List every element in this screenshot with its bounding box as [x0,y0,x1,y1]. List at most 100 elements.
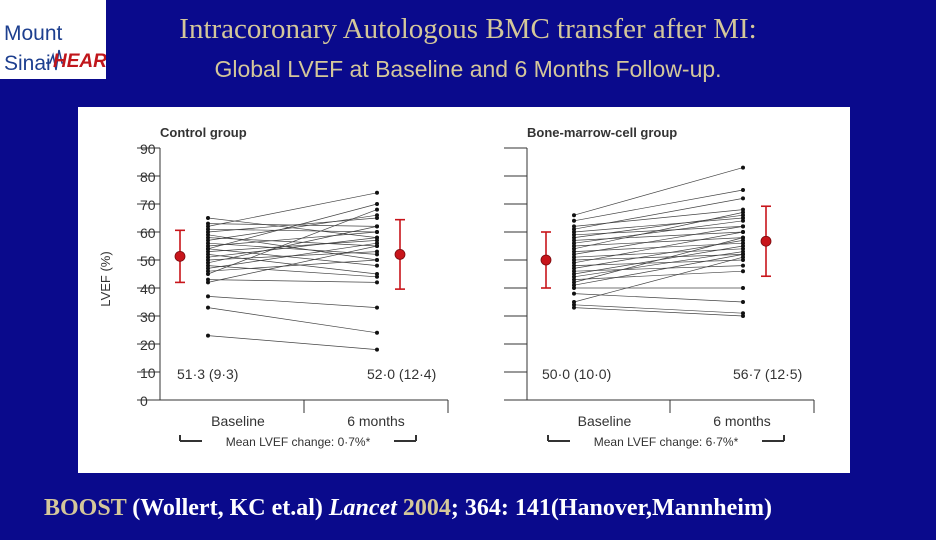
chart1-patient-point-baseline [206,241,210,246]
chart2-patient-point-baseline [572,266,576,271]
chart1-y-tick-label: 0 [140,393,148,409]
citation-authors: (Wollert, KC et.al) [132,495,323,521]
chart1-y-tick-label: 60 [140,225,156,241]
chart2-patient-line [573,214,744,238]
chart1-patient-point-baseline [206,224,210,229]
chart1-patient-point-baseline [206,232,210,237]
chart1-patient-point-baseline [206,246,210,251]
chart2-patient-point-baseline [572,218,576,223]
chart2-patient-line [573,167,744,216]
chart2-patient-point-baseline [572,227,576,232]
chart1-patient-line [207,335,378,350]
chart2-patient-point-baseline [572,235,576,240]
citation: BOOST (Wollert, KC et.al) Lancet 2004; 3… [44,495,772,522]
chart1-y-tick-label: 90 [140,141,156,157]
chart1-patient-point-6months [375,230,379,234]
chart1-patient-point-baseline [206,266,210,271]
chart2-patient-point-baseline [572,238,576,243]
chart1-patient-point-6months [375,272,379,276]
chart2-patient-line [573,237,744,247]
slide-title: Intracoronary Autologous BMC transfer af… [179,13,757,45]
chart2-patient-point-baseline [572,230,576,234]
chart1-patient-line [207,296,378,308]
citation-details: ; 364: 141(Hanover,Mannheim) [450,495,772,521]
citation-study: BOOST [44,495,127,521]
chart2-patient-point-baseline [572,269,576,274]
chart2-patient-point-baseline [572,291,576,296]
chart2-mean-point [540,254,552,266]
chart1-summary-label: 51·3 (9·3) [177,366,238,382]
chart1-patient-point-6months [375,330,379,335]
chart2-patient-line [573,259,744,266]
chart2-patient-point-baseline [572,232,576,237]
chart2-patient-point-baseline [572,244,576,248]
chart2-patient-point-6months [741,216,745,220]
chart2-patient-line [573,248,744,258]
chart1-caption: Mean LVEF change: 0·7%* [226,435,371,449]
chart1-patient-line [207,240,378,252]
chart1-patient-line [207,237,378,258]
chart1-patient-point-baseline [206,255,210,260]
chart2-patient-point-baseline [572,255,576,260]
chart2-patient-point-6months [741,188,745,192]
chart2-summary-label: 56·7 (12·5) [733,366,802,382]
chart2-patient-point-6months [741,238,745,243]
chart1-y-tick-label: 50 [140,253,156,269]
chart2-patient-point-6months [741,300,745,304]
chart2-patient-point-baseline [572,249,576,254]
chart1-patient-point-6months [375,274,379,279]
chart1-mean-point [394,248,406,260]
chart2-patient-point-6months [741,314,745,318]
chart2-patient-point-6months [741,258,745,262]
chart2-category-6months: 6 months [713,413,771,429]
chart1-patient-point-baseline [206,244,210,248]
mount-sinai-heart-logo: Mount Sinai HEART [0,0,119,79]
chart1-patient-line [207,307,378,334]
chart1-patient-point-baseline [206,249,210,254]
chart2-caption: Mean LVEF change: 6·7%* [594,435,739,449]
chart2-patient-point-6months [741,263,745,268]
chart1-patient-point-6months [375,347,379,352]
chart1-patient-line [207,203,378,250]
chart2-patient-line [573,231,744,264]
ecg-trace-icon [46,49,64,71]
citation-year: 2004 [402,495,451,521]
logo-line1: Mount [4,22,63,45]
chart2-patient-line [573,220,744,244]
chart1-patient-line [207,242,378,255]
chart1-patient-point-baseline [206,258,210,262]
chart2-patient-line [573,270,744,280]
chart2-summary-label: 50·0 (10·0) [542,366,611,382]
chart2-patient-point-baseline [572,263,576,268]
chart1-patient-point-6months [375,252,379,257]
chart2-patient-line [573,251,744,278]
chart2-patient-line [573,226,744,255]
logo-line2: Sinai [4,52,51,75]
chart2-patient-point-6months [741,218,745,223]
chart1-patient-line [207,248,378,266]
chart2-patient-point-6months [741,252,745,257]
chart2-patient-line [573,198,744,230]
chart2-patient-point-baseline [572,300,576,304]
chart2-patient-line [573,212,744,250]
chart2-patient-line [573,265,744,272]
chart1-patient-point-6months [375,244,379,248]
chart1-patient-line [207,226,378,264]
chart2-patient-point-6months [741,244,745,248]
chart2-patient-point-baseline [572,241,576,246]
chart1-patient-point-6months [375,249,379,254]
chart1-patient-point-baseline [206,221,210,226]
chart1-patient-point-6months [375,258,379,262]
chart1-patient-point-baseline [206,230,210,234]
chart1-caption-bg [202,435,394,447]
chart2-patient-point-baseline [572,258,576,262]
chart2-patient-point-baseline [572,252,576,257]
chart2-patient-point-6months [741,207,745,212]
chart1-patient-point-baseline [206,227,210,232]
chart1-patient-line [207,217,378,233]
chart1-y-tick-label: 40 [140,281,156,297]
chart1-patient-point-6months [375,241,379,246]
chart1-mean-point [174,250,186,262]
chart1-patient-point-6months [375,224,379,229]
chart2-patient-line [573,304,744,314]
